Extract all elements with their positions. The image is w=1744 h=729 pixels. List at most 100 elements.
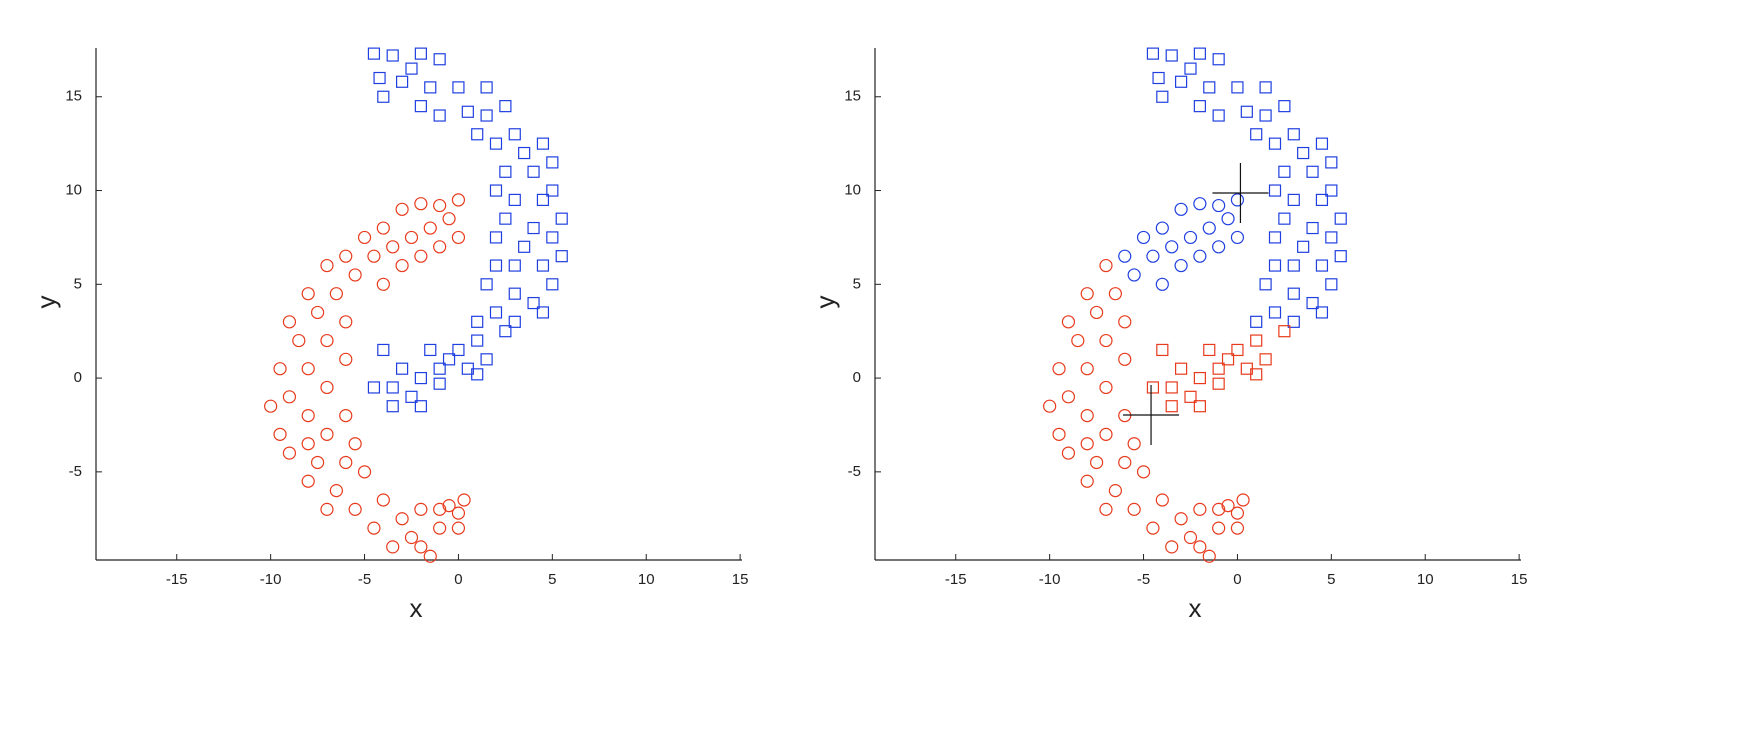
square-point (1315, 259, 1329, 272)
circle-point (376, 493, 390, 507)
circle-point (1193, 540, 1207, 554)
square-point (1165, 381, 1178, 394)
square-point (1184, 390, 1197, 403)
square-point (386, 381, 399, 394)
circle-point (433, 240, 447, 254)
circle-point (264, 399, 278, 413)
square-point (1259, 353, 1272, 366)
circle-point (1193, 249, 1207, 263)
square-point (555, 250, 568, 263)
square-point (452, 343, 465, 357)
square-point (508, 287, 521, 300)
circle-point (451, 506, 466, 520)
x-axis-label: x (410, 593, 423, 623)
x-tick-label: -10 (260, 571, 282, 588)
circle-point (1146, 521, 1160, 535)
circle-point (310, 305, 325, 320)
y-tick-label: 5 (853, 275, 861, 292)
circle-point (376, 277, 390, 291)
square-point (1268, 306, 1282, 319)
square-point (508, 193, 521, 207)
circle-point (348, 437, 362, 451)
circle-point (1099, 502, 1113, 516)
square-point (1193, 100, 1206, 113)
circle-point (414, 249, 428, 263)
circle-point (395, 512, 409, 526)
x-tick-label: 15 (1511, 571, 1528, 588)
square-point (1315, 306, 1329, 319)
circle-point (367, 521, 381, 535)
square-point (1334, 250, 1347, 263)
circle-point (273, 427, 287, 441)
square-point (555, 212, 568, 225)
square-point (499, 165, 512, 178)
circle-point (433, 521, 447, 535)
x-tick-label: -5 (1137, 571, 1150, 588)
square-point (1287, 287, 1300, 300)
square-point (1259, 109, 1272, 122)
square-point (1287, 193, 1300, 207)
circle-point (1155, 277, 1169, 291)
y-tick-label: -5 (69, 463, 82, 480)
circle-point (1080, 362, 1094, 376)
square-point (1268, 259, 1282, 272)
circle-point (1099, 333, 1113, 348)
circle-point (1230, 521, 1245, 535)
circle-point (1155, 493, 1169, 507)
square-point (471, 128, 484, 141)
square-point (489, 184, 503, 197)
circle-point (1118, 249, 1132, 263)
circle-point (386, 540, 400, 554)
circle-point (423, 221, 437, 235)
square-point (480, 278, 493, 291)
circle-point (329, 484, 343, 498)
circle-point (339, 249, 353, 263)
circle-point (414, 502, 428, 516)
square-point (424, 81, 437, 94)
square-point (433, 377, 446, 390)
circle-point (301, 362, 315, 376)
circle-point (282, 315, 297, 329)
centroid-marker (1212, 162, 1269, 223)
circle-point (282, 390, 297, 404)
square-point (405, 62, 418, 75)
x-tick-label: -5 (358, 571, 371, 588)
square-point (1203, 343, 1216, 357)
square-point (1193, 400, 1206, 413)
x-tick-label: 5 (1327, 571, 1335, 588)
square-point (1193, 371, 1206, 385)
square-point (1250, 334, 1263, 347)
square-point (1259, 278, 1272, 291)
square-point (1306, 221, 1319, 235)
circle-point (301, 437, 315, 451)
square-point (1165, 49, 1178, 62)
square-point (1174, 75, 1188, 88)
circle-point (1174, 202, 1188, 216)
square-point (1184, 62, 1197, 75)
square-point (508, 128, 521, 141)
circle-point (1230, 506, 1245, 520)
square-point (1278, 325, 1291, 338)
circle-point (1212, 198, 1226, 213)
square-point (1315, 137, 1329, 150)
square-point (489, 231, 503, 244)
circle-point (1202, 221, 1216, 235)
square-point (1297, 240, 1310, 253)
square-point (1259, 81, 1272, 94)
circle-point (320, 380, 334, 395)
circle-point (1061, 390, 1076, 404)
square-point (414, 371, 427, 385)
circle-point (457, 493, 471, 507)
circle-point (1099, 258, 1113, 273)
square-point (395, 362, 409, 375)
square-point (1315, 193, 1329, 207)
circle-point (310, 455, 325, 470)
circle-point (301, 474, 315, 488)
circle-point (1193, 502, 1207, 516)
square-point (1146, 47, 1160, 60)
square-point (1212, 362, 1225, 375)
x-tick-label: 0 (454, 571, 462, 588)
circle-point (395, 258, 409, 273)
x-tick-label: 15 (732, 571, 749, 588)
circle-point (1118, 315, 1132, 329)
